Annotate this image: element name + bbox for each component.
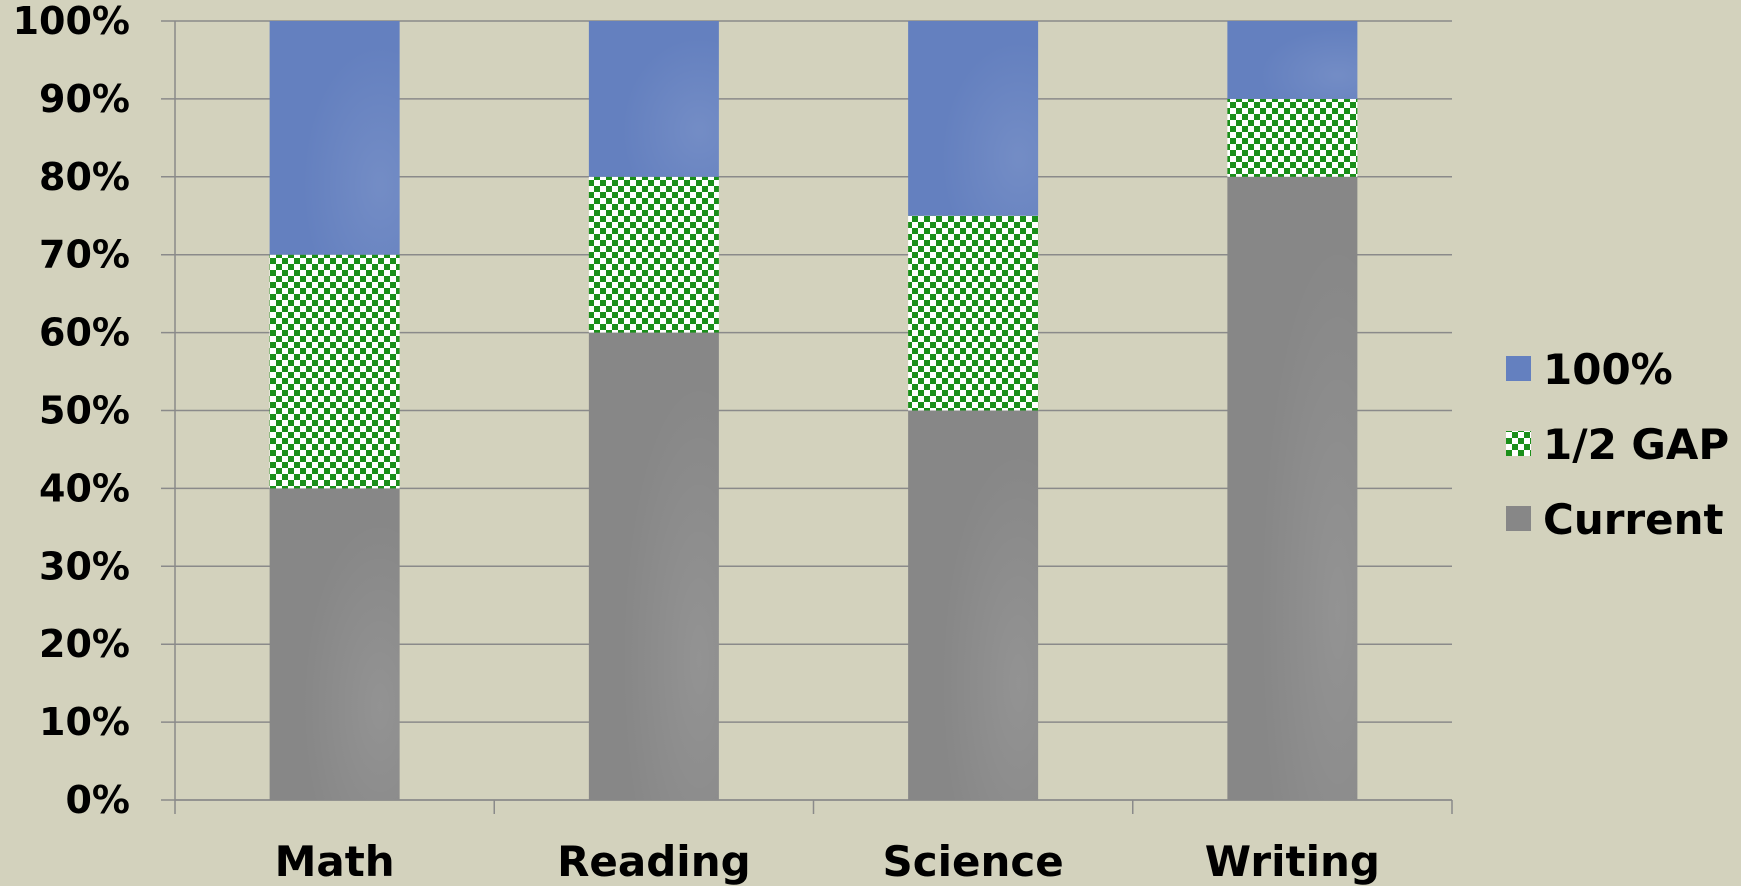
y-tick-label: 10%: [39, 700, 130, 744]
bar-shine: [1227, 21, 1358, 99]
legend-swatch: [1506, 356, 1531, 381]
bar-shine: [588, 332, 719, 800]
bar-shine: [908, 410, 1039, 800]
y-tick-label: 60%: [39, 311, 130, 355]
legend: 100% 1/2 GAP Current: [1506, 345, 1729, 544]
y-tick-label: 90%: [39, 77, 130, 121]
y-tick-label: 40%: [39, 466, 130, 510]
bar-1-2-gap-reading: [588, 176, 719, 333]
y-tick-label: 70%: [39, 233, 130, 277]
bar-1-2-gap-math: [269, 254, 400, 489]
y-tick-label: 0%: [65, 778, 130, 822]
y-tick-label: 20%: [39, 622, 130, 666]
y-tick-label: 50%: [39, 389, 130, 433]
legend-swatch: [1506, 506, 1531, 531]
legend-label: Current: [1543, 495, 1724, 544]
x-tick-label: Writing: [1205, 837, 1380, 886]
x-tick-label: Reading: [557, 837, 751, 886]
legend-swatch: [1506, 431, 1531, 456]
legend-label: 1/2 GAP: [1543, 420, 1729, 469]
y-tick-label: 100%: [13, 0, 130, 43]
bar-shine: [908, 21, 1039, 216]
legend-label: 100%: [1543, 345, 1673, 394]
y-tick-label: 80%: [39, 155, 130, 199]
bar-shine: [269, 21, 400, 255]
bar-shine: [269, 488, 400, 800]
x-tick-label: Science: [882, 837, 1063, 886]
x-tick-label: Math: [275, 837, 395, 886]
y-tick-labels: 0% 10% 20% 30% 40% 50% 60% 70% 80% 90% 100%: [13, 0, 130, 822]
x-tick-labels: Math Reading Science Writing: [275, 837, 1380, 886]
bars: [269, 21, 1358, 801]
bar-shine: [1227, 176, 1358, 801]
bar-shine: [588, 21, 719, 177]
bar-1-2-gap-science: [908, 215, 1039, 411]
bar-1-2-gap-writing: [1227, 98, 1358, 177]
y-tick-label: 30%: [39, 544, 130, 588]
